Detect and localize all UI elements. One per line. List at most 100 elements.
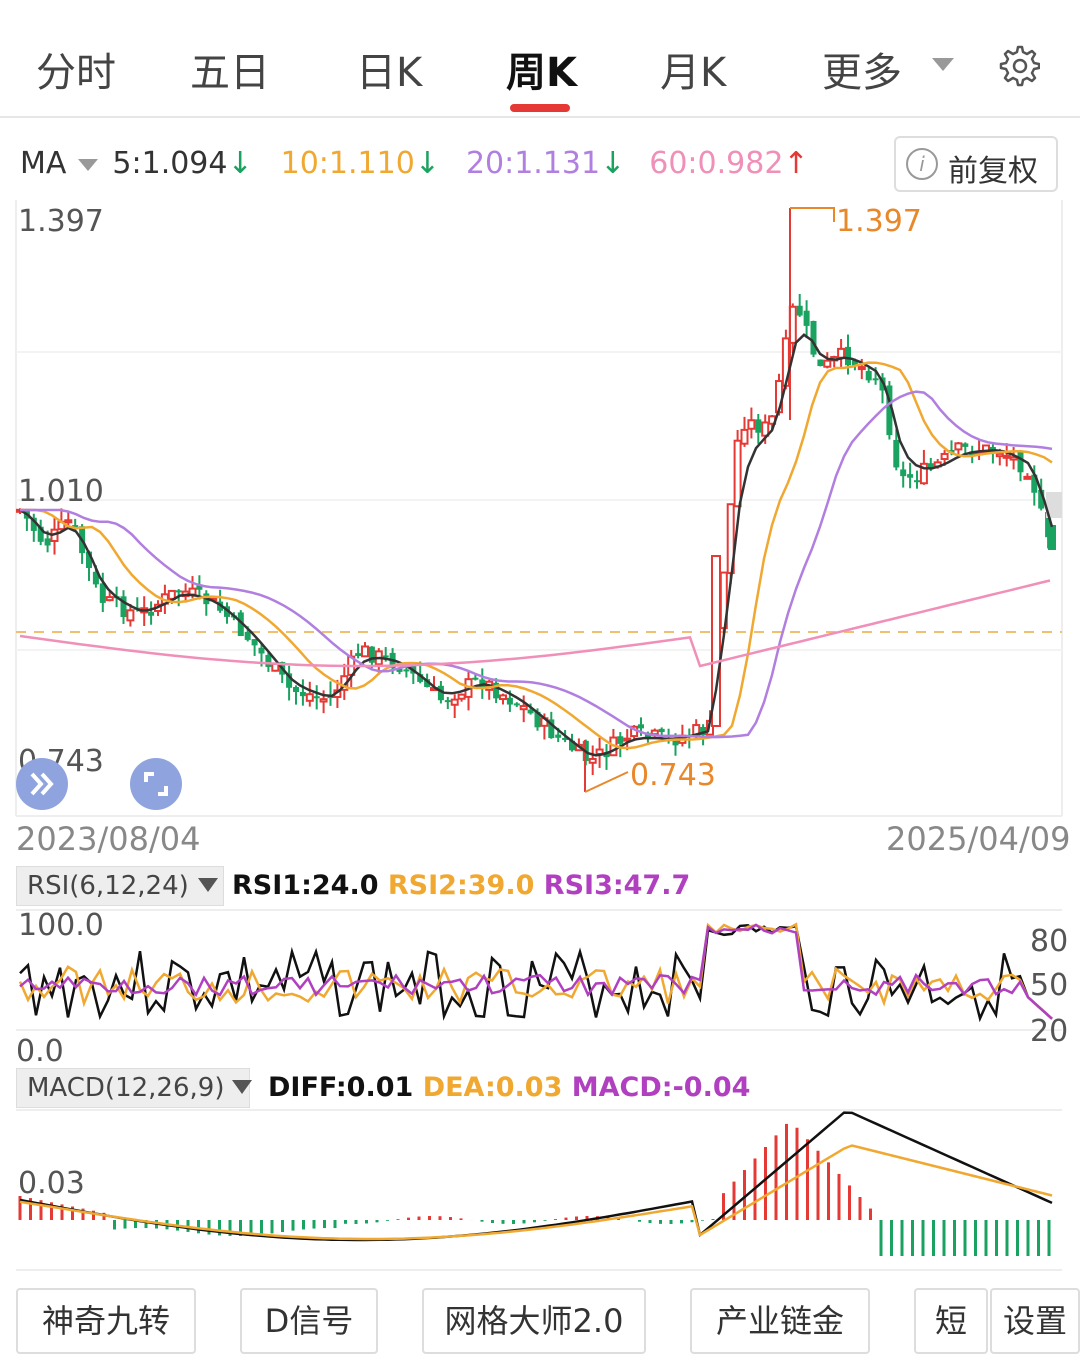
candle-body-down <box>258 647 265 654</box>
candle-body-down <box>700 726 707 736</box>
ma10-value: 10:1.110 <box>280 146 415 181</box>
expand-left-button[interactable] <box>16 758 68 810</box>
rsi3-line <box>19 923 1053 1020</box>
candle-body-down <box>265 654 272 667</box>
price-adjust-button[interactable]: i 前复权 <box>894 136 1058 192</box>
tab-five-day[interactable]: 五日 <box>190 50 270 96</box>
macd-diff-value: DIFF:0.01 <box>268 1072 414 1103</box>
price-adjust-label: 前复权 <box>948 154 1038 189</box>
candle-body-up <box>823 359 832 368</box>
tab-intraday[interactable]: 分时 <box>36 50 116 96</box>
candle-body-down <box>313 696 320 699</box>
short-term-button[interactable]: 短 <box>914 1288 988 1354</box>
price-axis-mid: 1.010 <box>18 474 104 509</box>
settings-button[interactable]: 设置 <box>990 1288 1080 1354</box>
candle-body-down <box>1048 525 1056 550</box>
tab-weekly-k[interactable]: 周K <box>506 50 577 96</box>
candle-body-up <box>519 705 528 711</box>
candle-body-up <box>450 698 459 706</box>
ma5-value: 5:1.094 <box>112 146 228 181</box>
candle-body-down <box>914 480 920 483</box>
tab-more[interactable]: 更多 <box>822 50 902 96</box>
candle-body-down <box>527 709 534 714</box>
candle-body-down <box>251 639 258 646</box>
tab-monthly-k[interactable]: 月K <box>660 50 727 96</box>
ma5-line <box>19 333 1054 757</box>
candle-body-down <box>872 378 879 381</box>
candle-body-down <box>424 679 431 688</box>
chevron-down-icon[interactable] <box>198 878 218 892</box>
rsi2-value: RSI2:39.0 <box>387 870 535 901</box>
candle-body-up <box>499 694 507 701</box>
arrow-up-icon: ↑ <box>783 146 809 181</box>
candle-body-down <box>506 697 513 705</box>
macd-selector[interactable]: MACD(12,26,9) <box>16 1068 250 1108</box>
date-end: 2025/04/09 <box>886 820 1071 858</box>
candle-body-down <box>417 674 424 682</box>
candle-body-down <box>569 740 575 751</box>
candle-body-down <box>900 469 907 477</box>
double-chevron-right-icon <box>30 772 54 796</box>
candle-body-down <box>810 320 817 355</box>
candle-body-up <box>982 444 990 454</box>
candle-body-down <box>893 439 900 468</box>
candle-body-up <box>995 452 1004 458</box>
d-signal-button[interactable]: D信号 <box>240 1288 378 1354</box>
low-price-label: 0.743 <box>630 758 716 793</box>
moving-average-lines <box>19 333 1054 757</box>
candle-body-up <box>954 442 963 451</box>
candle-body-up <box>919 462 928 485</box>
grid-master-button[interactable]: 网格大师2.0 <box>422 1288 646 1354</box>
candle-body-down <box>30 517 37 531</box>
candle-body-up <box>761 421 770 437</box>
candle-body-up <box>1002 454 1011 459</box>
rsi-axis-top: 100.0 <box>18 908 104 943</box>
candle-body-up <box>588 757 597 764</box>
rsi-level-80: 80 <box>1030 924 1069 959</box>
macd-dea-line <box>19 1144 1053 1241</box>
candle-body-down <box>1038 489 1045 509</box>
candle-body-down <box>382 655 389 658</box>
rsi-label: RSI(6,12,24) <box>27 871 189 901</box>
candle-body-up <box>1023 475 1032 480</box>
gear-icon[interactable] <box>996 44 1040 88</box>
arrow-down-icon: ↓ <box>600 146 626 181</box>
high-price-label: 1.397 <box>836 204 922 239</box>
candle-body-down <box>92 571 99 585</box>
tab-daily-k[interactable]: 日K <box>356 50 423 96</box>
fullscreen-button[interactable] <box>130 758 182 810</box>
rsi3-value: RSI3:47.7 <box>543 870 691 901</box>
candle-body-down <box>286 673 293 688</box>
candle-body-down <box>403 669 410 672</box>
candle-body-down <box>37 526 44 542</box>
candle-body-up <box>1009 456 1018 461</box>
indicator-button-bar: 神奇九转 D信号 网格大师2.0 产业链金 短 设置 <box>0 1288 1080 1354</box>
chevron-down-icon[interactable] <box>932 58 954 71</box>
period-tab-bar: 分时 五日 日K 周K 月K 更多 <box>0 0 1080 118</box>
magic-nine-button[interactable]: 神奇九转 <box>16 1288 196 1354</box>
industry-chain-button[interactable]: 产业链金 <box>690 1288 870 1354</box>
chevron-down-icon[interactable] <box>232 1080 252 1094</box>
macd-values: DIFF:0.01 DEA:0.03 MACD:-0.04 <box>268 1072 750 1103</box>
candle-body-up <box>319 698 328 703</box>
candle-body-up <box>126 609 135 622</box>
candle-body-down <box>672 738 679 746</box>
candle-body-down <box>493 682 500 699</box>
candle-body-down <box>355 653 362 657</box>
candle-body-down <box>368 646 375 663</box>
rsi-axis-bottom: 0.0 <box>16 1034 64 1069</box>
ma-legend: MA 5:1.094↓ 10:1.110↓ 20:1.131↓ 60:0.982↑ <box>20 146 809 186</box>
rsi-selector[interactable]: RSI(6,12,24) <box>16 866 224 906</box>
candle-body-down <box>796 305 803 316</box>
candle-body-up <box>733 439 742 508</box>
ma-label[interactable]: MA <box>20 146 67 181</box>
candle-body-down <box>120 596 127 618</box>
arrow-down-icon: ↓ <box>227 146 253 181</box>
candle-body-down <box>638 724 644 729</box>
candle-body-down <box>969 451 976 457</box>
active-tab-indicator <box>510 104 570 112</box>
candle-body-up <box>857 366 866 371</box>
candle-body-up <box>837 347 846 359</box>
chevron-down-icon[interactable] <box>78 158 99 171</box>
kline-chart[interactable] <box>0 0 1080 1280</box>
